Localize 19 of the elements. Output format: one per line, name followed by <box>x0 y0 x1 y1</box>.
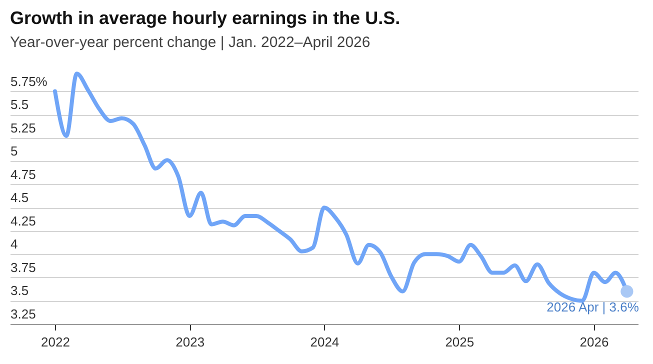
y-tick-label: 3.75 <box>10 260 36 275</box>
y-tick-label: 5 <box>10 144 18 159</box>
x-tick-label: 2024 <box>310 334 340 350</box>
x-tick-label: 2022 <box>41 334 70 350</box>
y-tick-label: 4 <box>10 236 18 252</box>
chart-title: Growth in average hourly earnings in the U.S. <box>10 7 400 29</box>
chart-subtitle: Year-over-year percent change | Jan. 2022–April 2026 <box>10 33 370 52</box>
y-tick-label: 5.25 <box>10 120 36 136</box>
y-tick-label: 5.5 <box>10 97 29 112</box>
y-tick-label: 4.25 <box>10 213 36 228</box>
annotation: 2026 Apr | 3.6% <box>546 299 640 314</box>
x-tick-label: 2025 <box>445 334 474 350</box>
x-tick-label: 2023 <box>176 334 205 350</box>
y-tick-label: 4.5 <box>10 190 29 206</box>
y-tick-label: 3.5 <box>10 283 29 298</box>
x-tick-label: 2026 <box>580 334 609 350</box>
y-tick-label: 3.25 <box>10 306 36 322</box>
y-tick-label: 5.75% <box>10 74 48 89</box>
y-tick-label: 4.75 <box>10 166 36 182</box>
